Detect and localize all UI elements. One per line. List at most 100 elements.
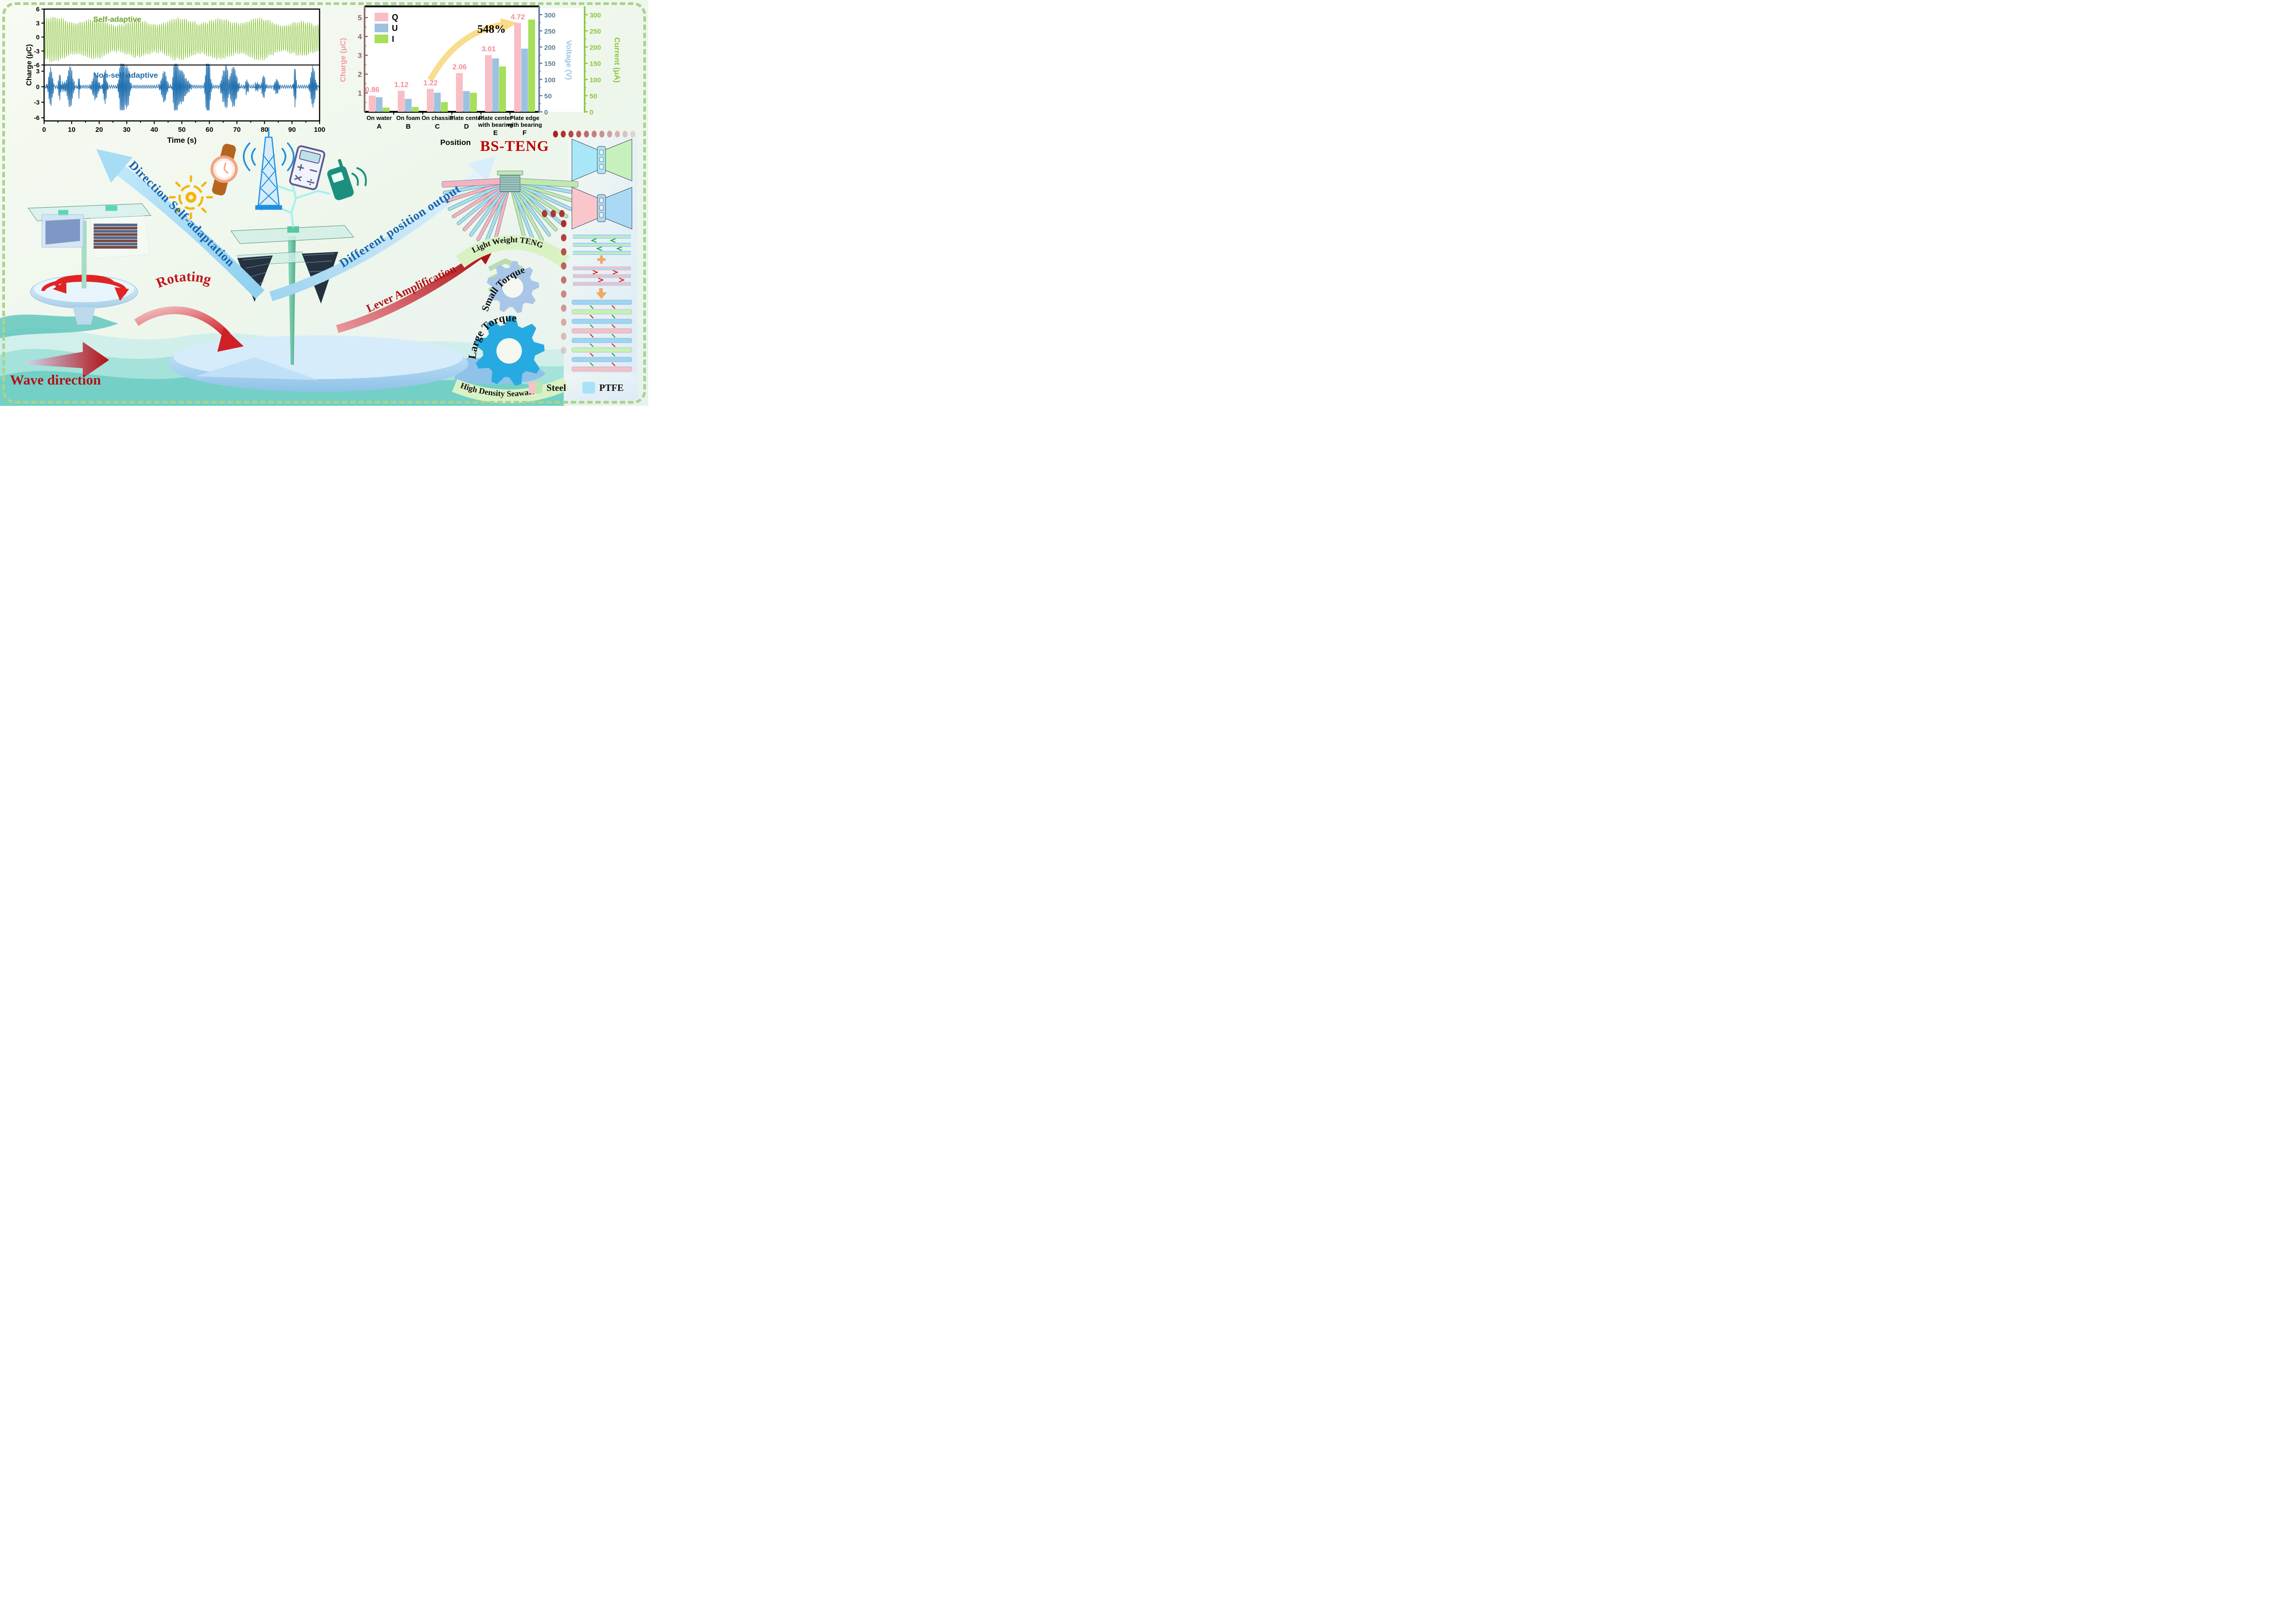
current-tick-label: 300 [590, 11, 601, 19]
x-axis-title: Time (s) [167, 136, 197, 145]
svg-text:Rotating: Rotating [154, 268, 213, 291]
category-line1: On foam [396, 115, 421, 121]
red-dotted-trail [542, 130, 636, 354]
bowtie-unit-bottom [571, 187, 632, 230]
steel-swatch [529, 382, 542, 394]
series-label: Self-adaptive [93, 15, 141, 24]
current-tick-label: 250 [590, 28, 601, 35]
y-tick-label: 3 [36, 20, 40, 27]
combined-stack [571, 300, 632, 372]
structure-panel [571, 139, 632, 372]
voltage-tick-label: 50 [544, 92, 552, 100]
different-position-output-arrow [269, 156, 496, 301]
voltage-axis-title: Voltage (V) [565, 40, 573, 80]
y-tick-label: 0 [36, 34, 40, 41]
charge-tick-label: 5 [358, 15, 362, 22]
voltage-tick-label: 150 [544, 60, 556, 68]
x-tick-label: 30 [123, 126, 130, 134]
y-tick-label: -3 [34, 99, 40, 106]
x-tick-label: 60 [205, 126, 213, 134]
legend-swatch-I [375, 35, 388, 43]
q-value-label: 3.01 [481, 45, 496, 53]
bar-q-C [427, 89, 434, 112]
ptfe-label: PTFE [599, 382, 624, 393]
steel-ptfe-stack [573, 266, 631, 286]
bar-u-F [521, 49, 528, 112]
x-tick-label: 100 [314, 126, 325, 134]
category-letter: A [377, 123, 382, 130]
charge-axis-title: Charge (μC) [339, 38, 347, 82]
bowtie-unit-top [571, 139, 632, 181]
category-line2: with bearing [507, 121, 542, 128]
y-tick-label: 6 [36, 5, 40, 13]
voltage-tick-label: 0 [544, 109, 548, 116]
bar-i-A [383, 107, 390, 112]
wristwatch-icon [210, 144, 238, 196]
y-tick-label: 0 [36, 83, 40, 90]
x-tick-label: 10 [68, 126, 75, 134]
radio-tower-icon [243, 127, 295, 210]
central-tree-device [230, 225, 354, 365]
legend-label-Q: Q [392, 13, 398, 22]
q-value-label: 0.86 [365, 86, 379, 94]
series-label: Non-self-adaptive [93, 71, 158, 80]
x-tick-label: 80 [260, 126, 268, 134]
category-letter: D [464, 123, 469, 130]
wave-direction-arrow [25, 342, 109, 378]
category-line1: On chassis [421, 115, 453, 121]
waveform-chart: 630-3-6Self-adaptive30-3-6Non-self-adapt… [25, 5, 325, 145]
calculator-icon [289, 145, 325, 190]
current-tick-label: 0 [590, 109, 593, 116]
application-icons [169, 127, 367, 220]
category-line1: Plate center [479, 115, 512, 121]
category-line1: Plate center [450, 115, 483, 121]
current-tick-label: 100 [590, 76, 601, 84]
sun-gear-icon [169, 175, 213, 220]
bs-teng-title: BS-TENG [480, 138, 549, 155]
non-self-adaptive-trace [44, 64, 320, 111]
bar-q-F [514, 23, 521, 112]
category-line2: with bearing [478, 121, 513, 128]
rotation-arrow-icon [55, 275, 115, 288]
teng-film-stack [94, 224, 137, 249]
bar-u-E [492, 58, 499, 112]
x-tick-label: 50 [178, 126, 186, 134]
q-value-label: 2.06 [452, 64, 466, 71]
bar-u-A [375, 97, 383, 112]
y-axis-title: Charge (μC) [25, 44, 33, 86]
y-tick-label: -6 [34, 114, 40, 121]
material-legend: Steel PTFE [529, 382, 624, 394]
bar-u-D [463, 91, 470, 112]
bar-q-D [456, 73, 463, 112]
x-tick-label: 70 [233, 126, 241, 134]
q-value-label: 1.22 [423, 79, 437, 87]
category-letter: E [493, 129, 498, 137]
voltage-tick-label: 250 [544, 28, 556, 35]
legend-swatch-Q [375, 13, 388, 21]
light-weight-banner [456, 235, 570, 268]
bar-q-E [485, 55, 492, 112]
q-value-label: 1.12 [394, 81, 408, 89]
x-tick-label: 40 [150, 126, 158, 134]
current-tick-label: 150 [590, 60, 601, 68]
category-line1: On water [366, 115, 392, 121]
ptfe-steel-stack [573, 235, 631, 255]
graphical-abstract: Light Weight TENG Small Torque Large Tor… [0, 0, 648, 406]
category-line1: Plate edge [510, 115, 539, 121]
bar-i-B [412, 107, 419, 112]
charge-tick-label: 1 [358, 90, 362, 98]
current-tick-label: 50 [590, 92, 597, 100]
charge-tick-label: 4 [358, 33, 362, 41]
x-tick-label: 20 [95, 126, 103, 134]
category-letter: C [435, 123, 440, 130]
position-axis-title: Position [440, 138, 471, 147]
rotating-arrow [134, 306, 244, 352]
bar-q-A [369, 95, 375, 112]
y-tick-label: 3 [36, 68, 40, 75]
gear-diagram [474, 261, 545, 386]
bar-i-E [499, 66, 506, 112]
bar-i-C [441, 102, 448, 112]
q-value-label: 4.72 [511, 13, 525, 21]
seawater-banner [452, 377, 569, 404]
bar-u-B [405, 99, 412, 112]
